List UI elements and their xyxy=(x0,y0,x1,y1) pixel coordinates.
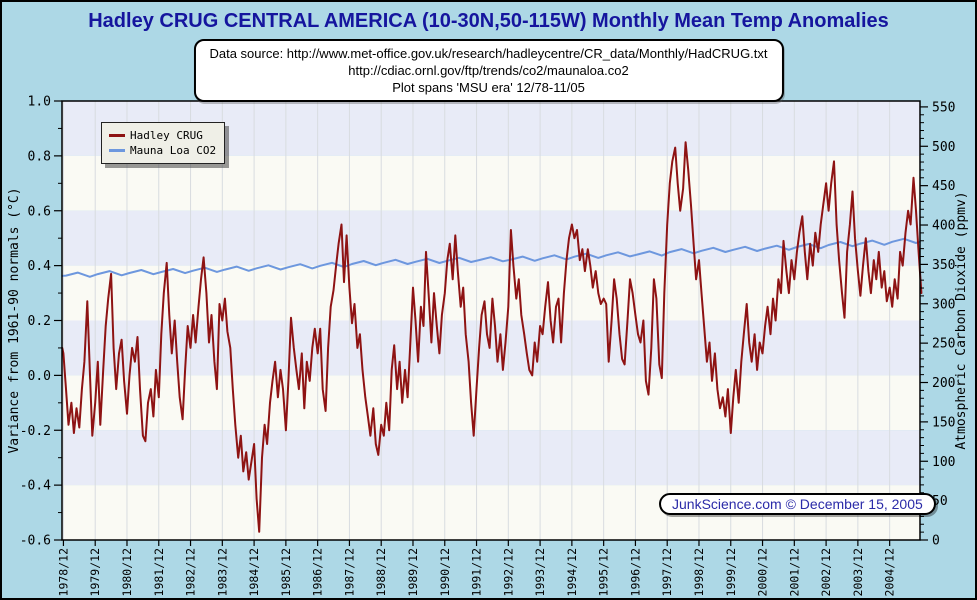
y-left-tick-label: 0.4 xyxy=(28,259,52,274)
x-tick-label: 2001/12 xyxy=(787,548,801,596)
y-left-tick-label: -0.4 xyxy=(20,479,51,494)
y-left-tick-label: 1.0 xyxy=(28,95,51,110)
y-right-tick-label: 250 xyxy=(932,337,955,352)
x-tick-label: 1997/12 xyxy=(660,548,674,596)
x-tick-label: 1982/12 xyxy=(184,548,198,596)
data-source-line: Plot spans 'MSU era' 12/78-11/05 xyxy=(392,80,585,95)
y-right-tick-label: 550 xyxy=(932,100,955,115)
series-line-co2 xyxy=(61,237,921,278)
y-left-tick-label: -0.2 xyxy=(20,424,51,439)
x-tick-label: 1984/12 xyxy=(247,548,261,596)
plot-band xyxy=(62,430,920,486)
x-tick-label: 1983/12 xyxy=(215,548,229,596)
x-tick-label: 1994/12 xyxy=(565,548,579,596)
x-tick-label: 1998/12 xyxy=(692,548,706,596)
y-right-axis-title: Atmospheric Carbon Dioxide (ppmv) xyxy=(954,191,969,449)
y-right-tick-label: 0 xyxy=(932,534,940,549)
y-right-tick-label: 50 xyxy=(932,494,948,509)
x-tick-label: 1990/12 xyxy=(438,548,452,596)
x-tick-label: 2000/12 xyxy=(756,548,770,596)
y-left-tick-label: 0.8 xyxy=(28,149,51,164)
y-right-tick-label: 450 xyxy=(932,179,955,194)
y-left-axis-title: Variance from 1961-90 normals (°C) xyxy=(7,187,22,453)
hadley-line-swatch xyxy=(109,134,125,137)
data-source-line: http://cdiac.ornl.gov/ftp/trends/co2/mau… xyxy=(348,63,629,78)
x-tick-label: 2002/12 xyxy=(819,548,833,596)
x-tick-label: 1985/12 xyxy=(279,548,293,596)
legend-item-co2: Mauna Loa CO2 xyxy=(109,143,216,158)
y-right-tick-label: 100 xyxy=(932,455,955,470)
series-line-hadley xyxy=(61,141,923,533)
x-tick-label: 1999/12 xyxy=(724,548,738,596)
y-left-tick-label: 0.0 xyxy=(28,369,51,384)
x-tick-label: 1987/12 xyxy=(342,548,356,596)
x-tick-label: 1995/12 xyxy=(597,548,611,596)
x-tick-label: 2003/12 xyxy=(851,548,865,596)
y-left-tick-label: 0.6 xyxy=(28,204,51,219)
legend-label: Hadley CRUG xyxy=(130,129,203,142)
y-right-tick-label: 150 xyxy=(932,415,955,430)
plot-band xyxy=(62,375,920,431)
co2-line-swatch xyxy=(109,149,125,152)
y-right-tick-label: 500 xyxy=(932,140,955,155)
plot-band xyxy=(62,155,920,211)
x-tick-label: 1978/12 xyxy=(56,548,70,596)
x-tick-label: 1991/12 xyxy=(470,548,484,596)
data-source-box: Data source: http://www.met-office.gov.u… xyxy=(193,39,784,102)
x-tick-label: 1993/12 xyxy=(533,548,547,596)
x-tick-label: 1981/12 xyxy=(152,548,166,596)
y-right-tick-label: 400 xyxy=(932,219,955,234)
data-source-line: Data source: http://www.met-office.gov.u… xyxy=(209,46,768,61)
y-left-tick-label: 0.2 xyxy=(28,314,51,329)
x-tick-label: 1996/12 xyxy=(628,548,642,596)
x-tick-label: 1980/12 xyxy=(120,548,134,596)
y-left-tick-label: -0.6 xyxy=(20,534,51,549)
y-right-tick-label: 300 xyxy=(932,297,955,312)
legend: Hadley CRUG Mauna Loa CO2 xyxy=(101,122,226,164)
legend-item-hadley: Hadley CRUG xyxy=(109,128,216,143)
legend-label: Mauna Loa CO2 xyxy=(130,144,217,157)
x-tick-label: 2004/12 xyxy=(883,548,897,596)
y-right-tick-label: 350 xyxy=(932,258,955,273)
x-tick-label: 1992/12 xyxy=(501,548,515,596)
chart-title: Hadley CRUG CENTRAL AMERICA (10-30N,50-1… xyxy=(88,10,889,32)
x-tick-label: 1979/12 xyxy=(88,548,102,596)
watermark-badge: JunkScience.com © December 15, 2005 xyxy=(659,493,936,515)
x-tick-label: 1988/12 xyxy=(374,548,388,596)
y-right-tick-label: 200 xyxy=(932,376,955,391)
x-tick-label: 1986/12 xyxy=(311,548,325,596)
x-tick-label: 1989/12 xyxy=(406,548,420,596)
